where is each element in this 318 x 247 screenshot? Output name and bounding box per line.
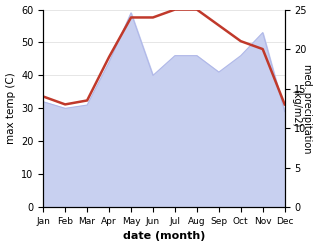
Y-axis label: med. precipitation
(kg/m2): med. precipitation (kg/m2) [291, 64, 313, 153]
Y-axis label: max temp (C): max temp (C) [5, 72, 16, 144]
X-axis label: date (month): date (month) [123, 231, 205, 242]
